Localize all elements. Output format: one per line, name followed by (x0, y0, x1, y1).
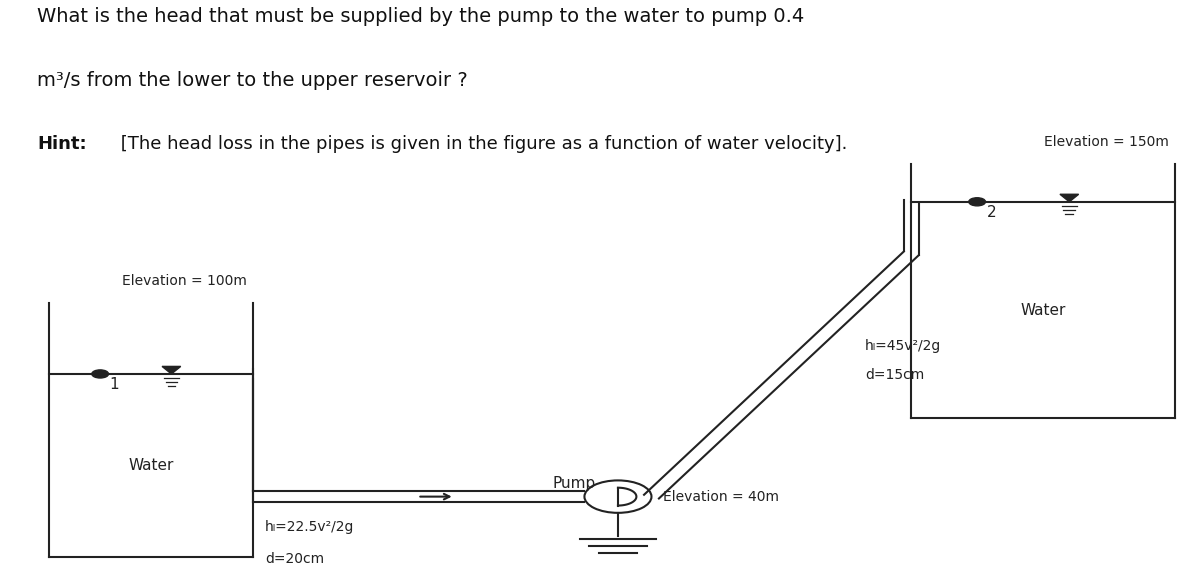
Text: What is the head that must be supplied by the pump to the water to pump 0.4: What is the head that must be supplied b… (37, 7, 804, 26)
Text: 1: 1 (109, 377, 119, 392)
Text: d=15cm: d=15cm (865, 368, 924, 382)
Text: hₗ=45v²/2g: hₗ=45v²/2g (865, 339, 942, 353)
Text: Elevation = 100m: Elevation = 100m (122, 274, 247, 288)
Text: Elevation = 150m: Elevation = 150m (1044, 135, 1169, 149)
Text: d=20cm: d=20cm (265, 552, 324, 566)
Text: Pump: Pump (552, 476, 595, 491)
Text: m³/s from the lower to the upper reservoir ?: m³/s from the lower to the upper reservo… (37, 71, 468, 90)
Polygon shape (162, 367, 181, 374)
Circle shape (91, 370, 108, 378)
Text: Water: Water (1020, 303, 1066, 318)
Text: [The head loss in the pipes is given in the figure as a function of water veloci: [The head loss in the pipes is given in … (115, 134, 847, 152)
Polygon shape (1060, 194, 1079, 202)
Circle shape (968, 198, 985, 206)
Text: Hint:: Hint: (37, 134, 86, 152)
Text: Elevation = 40m: Elevation = 40m (664, 489, 780, 503)
Text: Water: Water (128, 458, 174, 473)
Text: 2: 2 (986, 205, 996, 219)
Text: hₗ=22.5v²/2g: hₗ=22.5v²/2g (265, 520, 354, 534)
